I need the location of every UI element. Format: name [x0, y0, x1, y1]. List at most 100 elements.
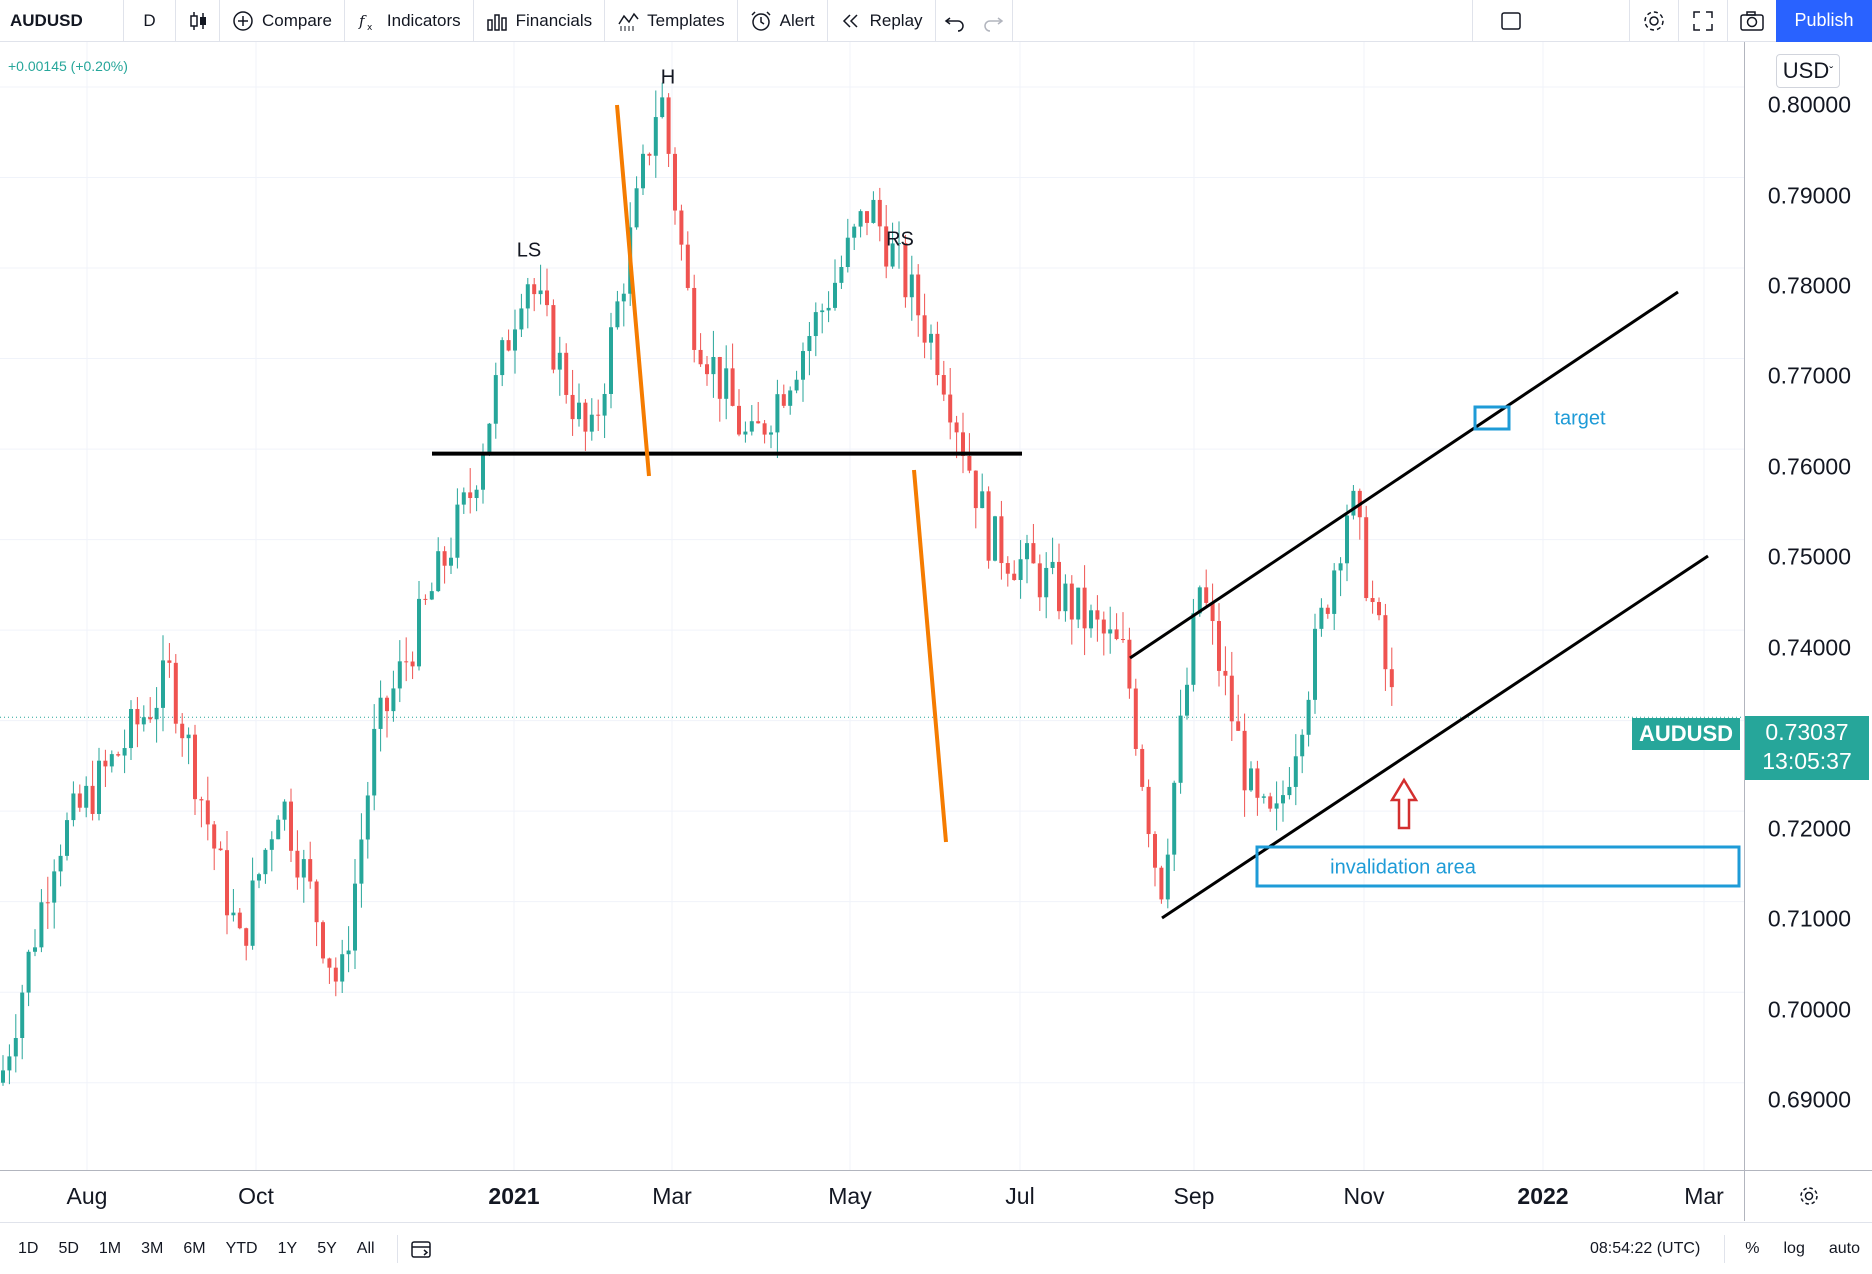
- candle-body: [250, 880, 255, 946]
- candle-body: [493, 375, 498, 424]
- candle-body: [1101, 619, 1106, 634]
- candle-body: [717, 356, 722, 399]
- price-label: 0.78000: [1767, 272, 1851, 299]
- candle-body: [193, 734, 197, 800]
- range-ytd-button[interactable]: YTD: [225, 1239, 258, 1257]
- chevron-down-icon: ˇ: [1829, 64, 1834, 78]
- candle-body: [340, 954, 345, 982]
- candle-body: [1319, 607, 1324, 629]
- gear-icon: [1800, 1187, 1818, 1205]
- up-arrow-icon[interactable]: [1389, 777, 1419, 830]
- candle-body: [916, 274, 921, 316]
- candle-body: [839, 267, 844, 283]
- target-box[interactable]: [1473, 405, 1511, 431]
- price-chart[interactable]: [0, 42, 1744, 1170]
- right-shoulder-label: RS: [886, 228, 914, 251]
- price-scale[interactable]: 0.80000 0.79000 0.78000 0.77000 0.76000 …: [1744, 42, 1872, 1170]
- candle-body: [1281, 795, 1285, 804]
- candle-body: [1293, 756, 1298, 787]
- percent-toggle[interactable]: %: [1745, 1239, 1760, 1257]
- time-label: Mar: [1684, 1183, 1724, 1209]
- invalidation-area-box[interactable]: [1255, 845, 1741, 888]
- head-height-projection[interactable]: [615, 104, 651, 477]
- templates-label: Templates: [647, 10, 725, 30]
- candle-body: [26, 951, 31, 993]
- time-label: Jul: [1005, 1183, 1035, 1209]
- candle-body: [833, 282, 837, 308]
- templates-button[interactable]: Templates: [605, 0, 738, 42]
- range-1y-button[interactable]: 1Y: [277, 1239, 298, 1257]
- alert-button[interactable]: Alert: [738, 0, 828, 42]
- candle-body: [1210, 602, 1215, 622]
- candle-body: [813, 312, 818, 337]
- time-label: May: [828, 1183, 872, 1209]
- candle-body: [935, 333, 940, 376]
- range-1d-button[interactable]: 1D: [18, 1239, 39, 1257]
- compare-button[interactable]: Compare: [220, 0, 345, 42]
- range-3m-button[interactable]: 3M: [141, 1239, 164, 1257]
- settings-button[interactable]: [1629, 0, 1678, 42]
- svg-text:x: x: [367, 23, 373, 32]
- candle-body: [749, 421, 754, 432]
- financials-button[interactable]: Financials: [474, 0, 606, 42]
- candle-body: [589, 414, 594, 432]
- range-1m-button[interactable]: 1M: [98, 1239, 122, 1257]
- range-5d-button[interactable]: 5D: [58, 1239, 79, 1257]
- fullscreen-button[interactable]: [1678, 0, 1727, 42]
- utc-clock[interactable]: 08:54:22 (UTC): [1590, 1239, 1701, 1257]
- candle-body: [820, 310, 825, 313]
- publish-button[interactable]: Publish: [1776, 0, 1872, 42]
- fullscreen-icon: [1693, 10, 1713, 31]
- log-toggle[interactable]: log: [1783, 1239, 1805, 1257]
- candle-body: [884, 226, 889, 267]
- candle-body: [397, 661, 402, 689]
- candle-body: [519, 308, 524, 330]
- redo-button[interactable]: [974, 0, 1013, 42]
- snapshot-button[interactable]: [1727, 0, 1776, 42]
- symbol-search[interactable]: AUDUSD: [0, 0, 124, 42]
- channel-upper-line[interactable]: [1129, 290, 1679, 660]
- candle-body: [564, 352, 569, 395]
- left-shoulder-label: LS: [516, 239, 542, 262]
- range-6m-button[interactable]: 6M: [183, 1239, 206, 1257]
- scale-settings-button[interactable]: [1744, 1170, 1872, 1221]
- candle-body: [986, 491, 991, 561]
- indicators-label: Indicators: [386, 10, 461, 30]
- layout-button[interactable]: [1472, 0, 1549, 42]
- replay-button[interactable]: Replay: [828, 0, 936, 42]
- calendar-range-icon[interactable]: [410, 1238, 432, 1260]
- candle-body: [673, 153, 677, 211]
- candle-body: [1274, 803, 1279, 809]
- candle-body: [1076, 587, 1081, 620]
- candle-body: [218, 848, 223, 851]
- candle-body: [65, 820, 69, 856]
- candle-body: [269, 839, 274, 850]
- target-label: target: [1554, 407, 1606, 430]
- candle-body: [993, 516, 997, 561]
- range-all-button[interactable]: All: [356, 1239, 375, 1257]
- candle-body: [58, 855, 63, 872]
- candle-body: [135, 708, 140, 725]
- interval-selector[interactable]: D: [124, 0, 176, 42]
- breakdown-projection[interactable]: [912, 469, 948, 843]
- candle-body: [1204, 587, 1209, 603]
- candle-body: [1242, 730, 1247, 791]
- auto-toggle[interactable]: auto: [1828, 1239, 1860, 1257]
- range-5y-button[interactable]: 5Y: [317, 1239, 337, 1257]
- chart-pane[interactable]: [0, 42, 1744, 1170]
- undo-button[interactable]: [936, 0, 974, 42]
- time-axis[interactable]: Aug Oct 2021 Mar May Jul Sep Nov 2022 Ma…: [0, 1170, 1744, 1221]
- candle-body: [225, 850, 229, 916]
- candle-body: [711, 356, 716, 375]
- candle-body: [954, 422, 959, 433]
- candle-body: [538, 290, 543, 295]
- candle-body: [1031, 543, 1036, 564]
- currency-selector[interactable]: USD ˇ: [1776, 54, 1840, 88]
- channel-lower-line[interactable]: [1161, 554, 1709, 920]
- chart-type-button[interactable]: [176, 0, 220, 42]
- candle-body: [141, 717, 146, 725]
- candle-body: [1121, 639, 1125, 641]
- templates-icon: [618, 12, 639, 31]
